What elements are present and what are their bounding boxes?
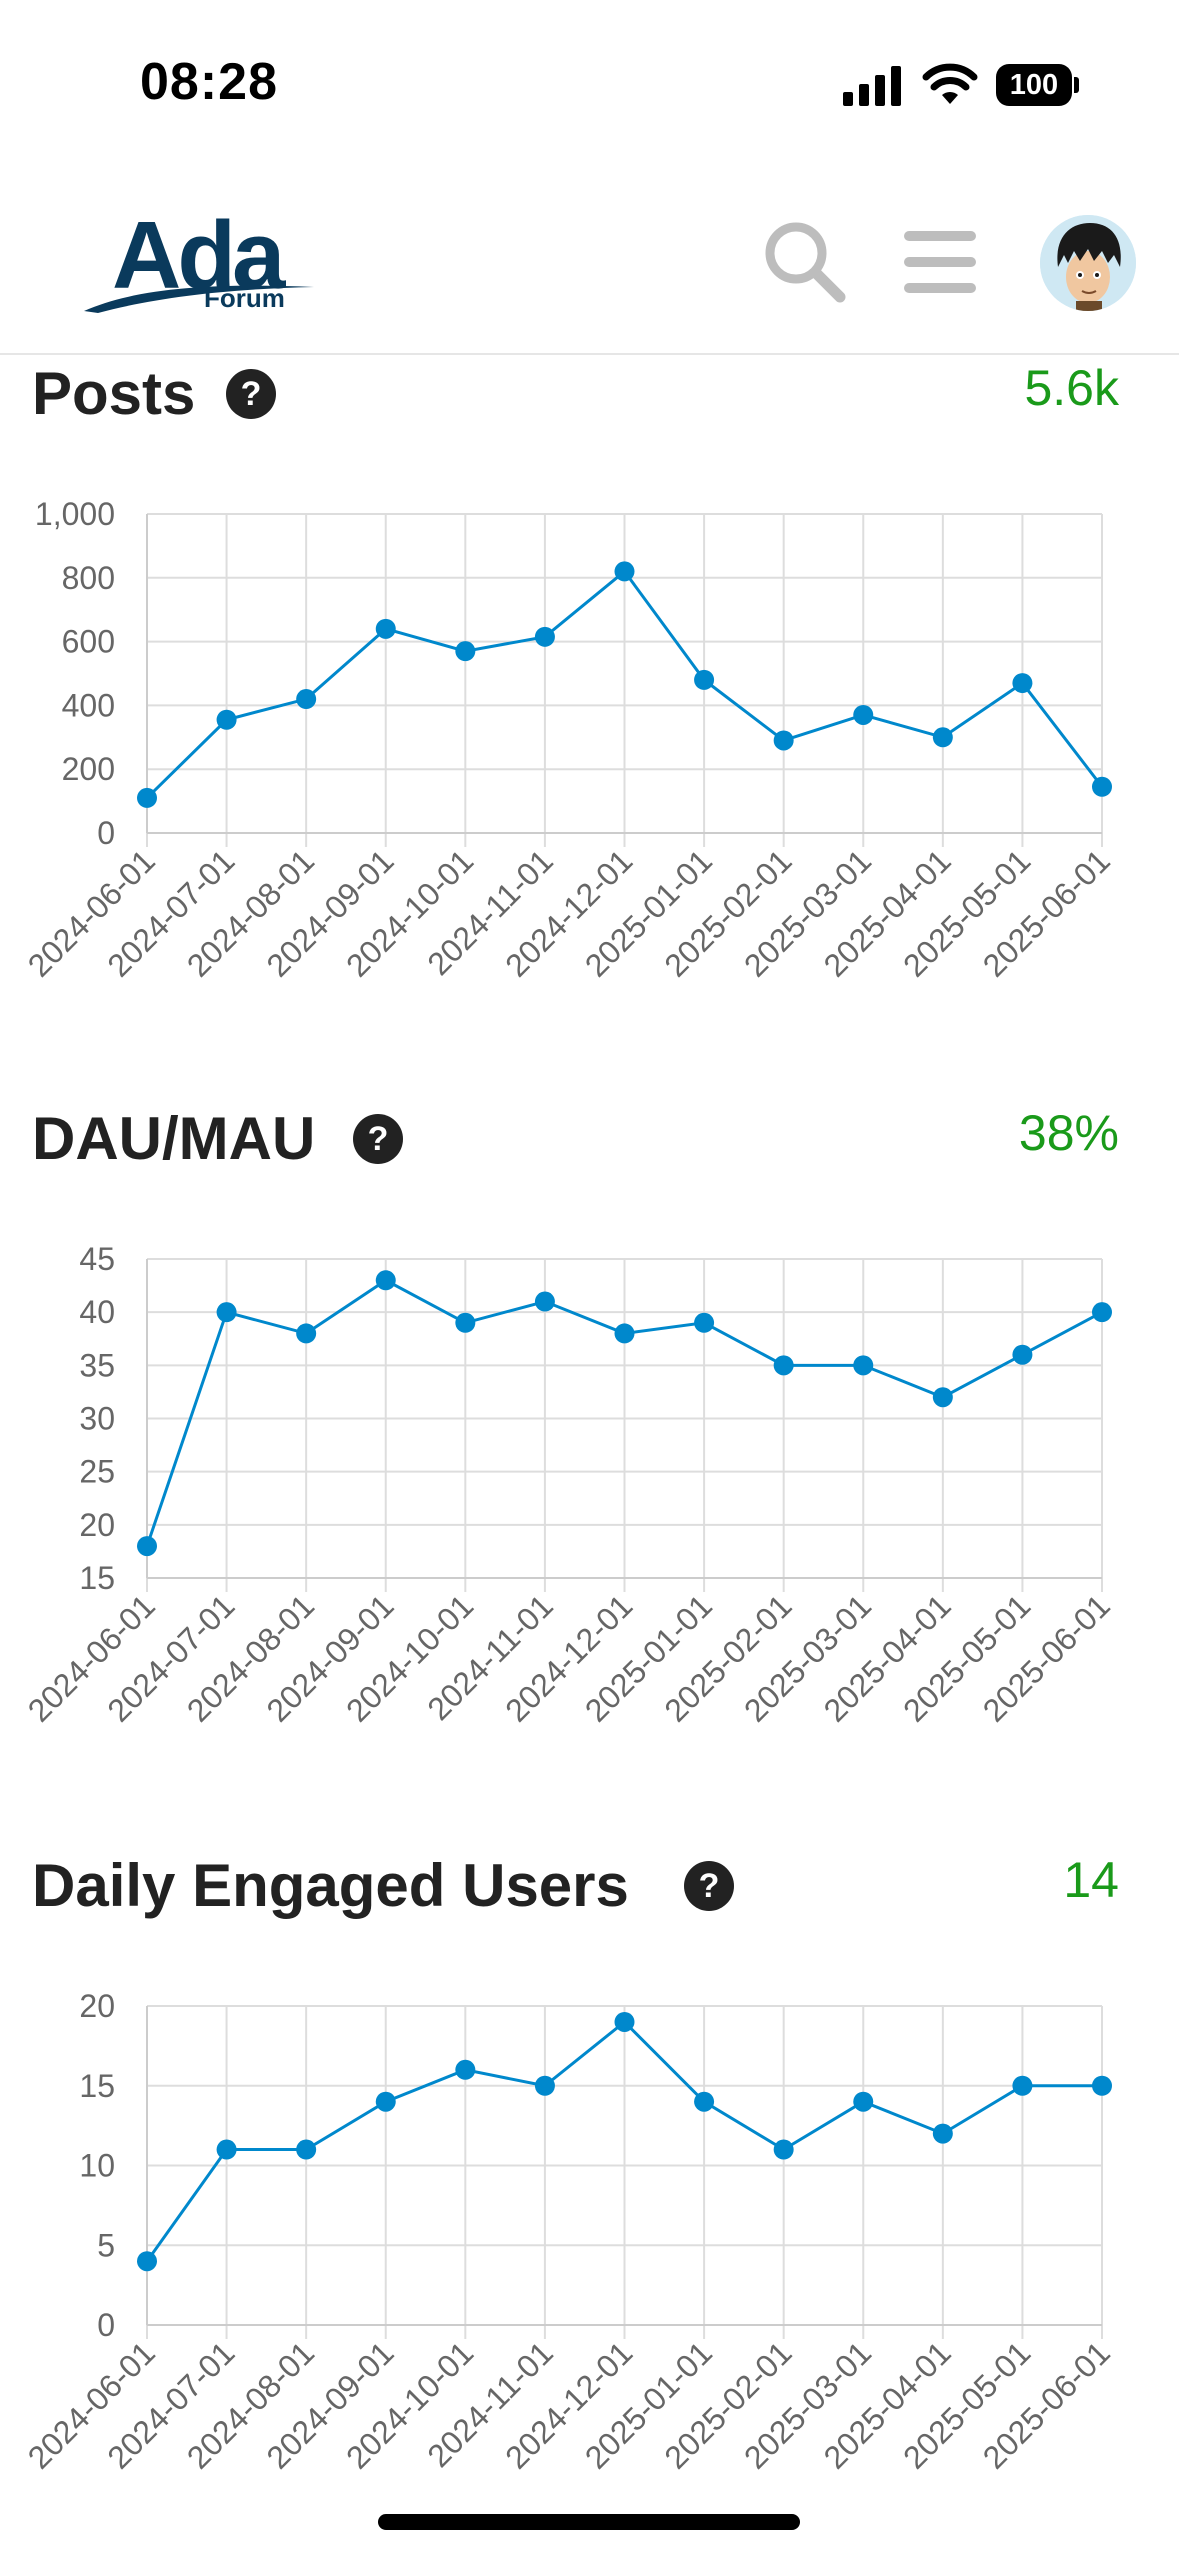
search-button[interactable] [760,217,850,307]
posts-chart: 02004006008001,0002024-06-012024-07-0120… [21,496,1117,984]
data-point [296,1323,317,1344]
y-tick-label: 45 [79,1241,115,1277]
ada-forum-logo[interactable]: Ada Forum [78,202,323,315]
section-title: Posts [32,360,196,427]
y-tick-label: 5 [97,2227,115,2263]
avatar-image [1040,215,1136,311]
search-icon [765,222,846,303]
logo-text: Ada [112,202,285,309]
user-avatar[interactable] [1040,215,1136,311]
daily-engaged-users-section: Daily Engaged Users ? 14 0 5 10 15 20 2024-06… [0,1847,1179,2527]
data-point [1092,776,1112,797]
dau-mau-chart: 152025303540452024-06-012024-07-012024-0… [21,1241,1117,1729]
data-point [1012,2075,1033,2096]
data-point [455,641,476,662]
y-tick-label: 20 [79,1507,115,1543]
battery-level: 100 [996,64,1072,106]
cellular-signal-icon [843,66,901,106]
data-point [694,1312,715,1333]
y-tick-label: 10 [79,2148,115,2184]
home-indicator[interactable] [378,2514,800,2530]
data-point [773,2139,794,2160]
data-point [932,2123,953,2144]
data-point [216,709,237,730]
section-value: 5.6k [1024,360,1119,416]
data-point [455,2059,476,2080]
data-point [375,618,396,639]
data-point [694,669,715,690]
help-icon[interactable]: ? [353,1114,403,1164]
data-point [137,1536,157,1557]
data-point [375,2091,396,2112]
help-icon[interactable]: ? [684,1861,734,1911]
section-value: 14 [1063,1852,1119,1908]
y-tick-label: 40 [79,1294,115,1330]
hamburger-menu-button[interactable] [900,227,980,297]
data-point [455,1312,476,1333]
logo-subtext: Forum [204,283,285,313]
posts-section: Posts ? 5.6k 0 200 400 600 800 1,000 2024-06-0… [0,355,1179,1075]
data-point [137,787,157,808]
section-title: DAU/MAU [32,1105,316,1172]
data-point [1092,1302,1112,1323]
data-point [534,626,555,647]
y-tick-label: 400 [62,687,115,723]
y-tick-label: 600 [62,624,115,660]
data-point [614,1323,635,1344]
data-point [534,2075,555,2096]
data-point [375,1270,396,1291]
battery-indicator: 100 [996,64,1079,106]
data-point [296,2139,317,2160]
data-point [296,689,317,710]
data-point [853,1355,874,1376]
logo-swoosh [84,285,314,313]
data-point [773,730,794,751]
y-tick-label: 1,000 [35,496,115,532]
data-point [932,1387,953,1408]
data-point [216,2139,237,2160]
data-point [853,704,874,725]
data-point [1012,673,1033,694]
data-point [137,2251,157,2272]
wifi-icon [922,63,978,104]
dau-mau-section: DAU/MAU ? 38% 15 20 25 30 35 40 45 2024-06-01 20… [0,1100,1179,1820]
data-point [1092,2075,1112,2096]
data-point [216,1302,237,1323]
y-tick-label: 0 [97,2307,115,2343]
y-tick-label: 30 [79,1401,115,1437]
data-point [534,1291,555,1312]
data-point [694,2091,715,2112]
data-point [614,561,635,582]
y-tick-label: 15 [79,1560,115,1596]
help-icon[interactable]: ? [226,369,276,419]
hamburger-menu-icon [904,231,976,293]
y-tick-label: 20 [79,1988,115,2024]
y-tick-label: 25 [79,1454,115,1490]
y-tick-label: 35 [79,1347,115,1383]
data-point [1012,1344,1033,1365]
y-tick-label: 200 [62,751,115,787]
data-point [773,1355,794,1376]
site-header: Ada Forum [0,175,1179,355]
data-point [614,2011,635,2032]
battery-tip [1074,77,1079,93]
status-bar: 08:28 100 [0,0,1179,175]
data-point [932,727,953,748]
status-time: 08:28 [140,53,278,111]
section-title: Daily Engaged Users [32,1852,629,1919]
data-point [853,2091,874,2112]
y-tick-label: 15 [79,2068,115,2104]
daily-engaged-users-chart: 051015202024-06-012024-07-012024-08-0120… [21,1988,1117,2476]
y-tick-label: 0 [97,815,115,851]
y-tick-label: 800 [62,560,115,596]
section-value: 38% [1018,1105,1119,1161]
